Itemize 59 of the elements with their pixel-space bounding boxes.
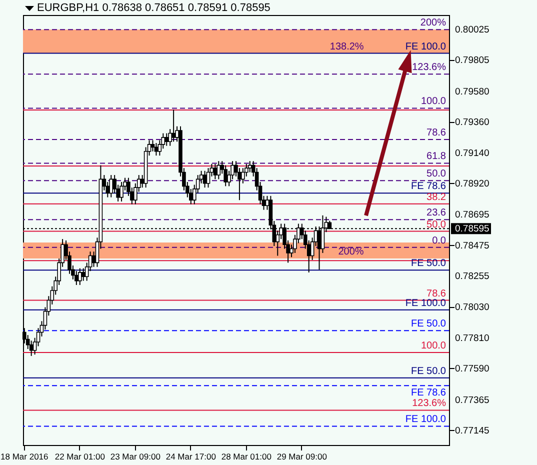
y-tick-label: 0.80025 [455, 24, 490, 36]
annotation: 0.0 [432, 235, 446, 246]
x-tick-label: 24 Mar 17:00 [166, 452, 216, 462]
candlestick [241, 168, 245, 184]
annotation: 200% [420, 18, 446, 29]
x-tick-label: 22 Mar 01:00 [54, 452, 106, 462]
candlestick [78, 268, 82, 286]
y-tick-label: 0.77590 [455, 363, 490, 374]
x-tick-label: 23 Mar 09:00 [110, 452, 161, 462]
candlestick [224, 164, 228, 187]
x-tick-label: 28 Mar 01:00 [221, 452, 272, 462]
annotation: 100.0 [420, 96, 446, 108]
annotation: 100.0 [420, 340, 446, 352]
candlestick [150, 140, 155, 152]
y-tick-label: 0.79805 [455, 55, 490, 66]
annotation: 123.6% [412, 398, 446, 410]
y-tick-label: 0.78475 [455, 240, 490, 252]
ref-line-label: FE 78.6 [410, 181, 446, 192]
y-tick-label: 0.78695 [455, 210, 490, 221]
x-tick-label: 18 Mar 2016 [0, 452, 49, 462]
annotation: 50.0 [426, 168, 446, 180]
band-label: 200% [338, 246, 364, 258]
y-tick-label: 0.77810 [455, 332, 490, 344]
ref-line-label: FE 50.0 [410, 318, 446, 330]
y-tick-label: 0.78255 [455, 270, 490, 282]
annotation: 38.2 [426, 192, 446, 203]
annotation: 78.6 [426, 288, 446, 300]
annotation: 61.8 [426, 151, 446, 162]
y-tick-label: 0.79140 [455, 148, 490, 159]
ref-line-label: FE 100.0 [405, 41, 446, 52]
chart-title: EURGBP,H1 0.78638 0.78651 0.78591 0.78595 [37, 2, 270, 14]
ref-line-label: FE 50.0 [410, 366, 446, 377]
y-tick-label: 0.78920 [455, 178, 490, 190]
candlestick [202, 170, 207, 188]
y-tick-label: 0.79360 [455, 117, 490, 128]
candlestick [164, 132, 169, 146]
ref-line-label: FE 100.0 [405, 414, 446, 426]
x-tick-label: 29 Mar 09:00 [276, 452, 328, 462]
candlestick [120, 181, 124, 202]
candlestick [109, 174, 114, 198]
annotation: 50.0 [426, 219, 446, 230]
candlestick [248, 160, 252, 173]
candlestick [154, 142, 158, 156]
y-tick-label: 0.77365 [455, 394, 490, 406]
ref-line-label: FE 78.6 [410, 388, 446, 399]
annotation: 78.6 [426, 128, 446, 139]
candlestick [213, 163, 218, 180]
y-tick-label: 0.78030 [455, 302, 490, 314]
annotation: 23.6 [426, 208, 446, 219]
ref-line-label: FE 100.0 [405, 298, 446, 309]
candlestick [206, 168, 210, 188]
y-tick-label: 0.79580 [455, 86, 490, 98]
band-label: 138.2% [330, 41, 364, 52]
ref-line-label: 0.78595 [455, 224, 490, 235]
annotation: 123.6% [412, 62, 446, 74]
candlestick [81, 268, 86, 282]
y-tick-label: 0.77145 [455, 425, 490, 436]
candlestick [172, 109, 176, 142]
ref-line-label: FE 50.0 [410, 258, 446, 270]
